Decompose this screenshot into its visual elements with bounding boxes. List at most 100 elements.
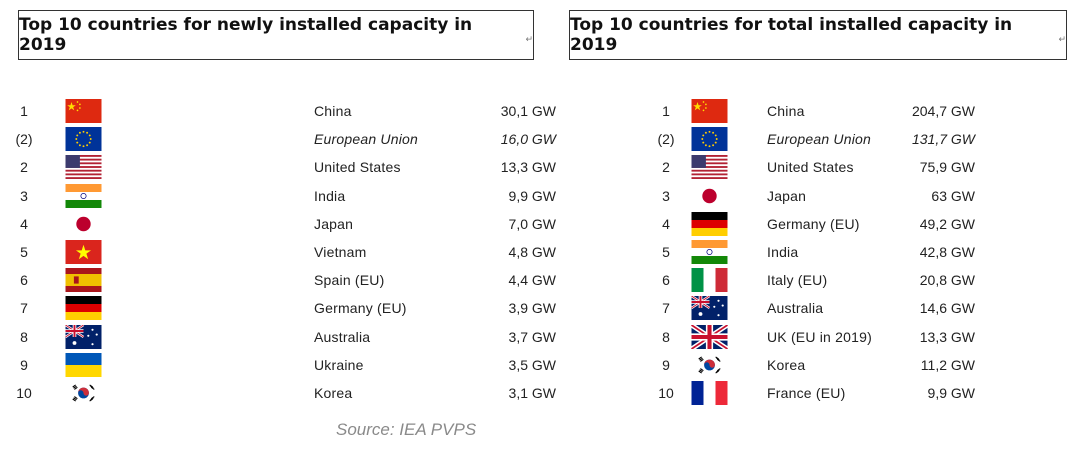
newly-installed-title: Top 10 countries for newly installed cap… xyxy=(18,10,534,60)
country-name: Japan xyxy=(767,187,807,204)
table-row: 7 Germany (EU) 3,9 GW xyxy=(0,294,1080,322)
rank-label: 9 xyxy=(20,356,28,373)
capacity-value: 204,7 GW xyxy=(911,103,975,119)
table-row: 5 India 42,8 GW xyxy=(0,238,1080,266)
table-row: 10 Korea 3,1 GW xyxy=(0,379,1080,407)
table-row: 3 India 9,9 GW xyxy=(0,182,1080,210)
capacity-value: 16,0 GW xyxy=(500,131,556,148)
rank-label: 1 xyxy=(662,103,670,119)
table-row: 8 UK (EU in 2019) 13,3 GW xyxy=(0,323,1080,351)
country-name: Korea xyxy=(314,385,353,401)
table-row: 3 Japan 63 GW xyxy=(0,182,1080,210)
country-name: European Union xyxy=(767,131,871,148)
capacity-value: 49,2 GW xyxy=(919,215,975,232)
rank-label: 8 xyxy=(20,328,28,345)
capacity-value: 3,9 GW xyxy=(508,300,556,317)
australia-flag-icon xyxy=(64,324,103,349)
return-mark: ↵ xyxy=(1058,35,1066,45)
country-name: UK (EU in 2019) xyxy=(767,328,872,345)
country-name: Germany (EU) xyxy=(314,300,407,317)
uk-flag-icon xyxy=(690,324,729,349)
japan-flag-icon xyxy=(64,211,103,236)
capacity-value: 9,9 GW xyxy=(927,385,975,401)
rank-label: (2) xyxy=(15,131,33,148)
eu-flag-icon xyxy=(690,127,729,152)
country-name: India xyxy=(767,244,799,260)
country-name: India xyxy=(314,187,346,204)
table-row: (2) European Union 131,7 GW xyxy=(0,125,1080,153)
rank-label: 6 xyxy=(20,272,28,289)
country-name: France (EU) xyxy=(767,385,846,401)
us-flag-icon xyxy=(64,155,103,180)
rank-label: 9 xyxy=(662,356,670,373)
capacity-value: 3,5 GW xyxy=(508,356,556,373)
country-name: Australia xyxy=(314,328,371,345)
vietnam-flag-icon xyxy=(64,240,103,264)
table-row: 6 Italy (EU) 20,8 GW xyxy=(0,266,1080,294)
capacity-value: 42,8 GW xyxy=(919,244,975,260)
table-row: (2) European Union 16,0 GW xyxy=(0,125,1080,153)
australia-flag-icon xyxy=(690,296,729,321)
rank-label: (2) xyxy=(657,131,675,148)
country-name: United States xyxy=(767,159,854,176)
rank-label: 2 xyxy=(20,159,28,176)
ukraine-flag-icon xyxy=(64,352,103,377)
rank-label: 10 xyxy=(16,385,32,401)
rank-label: 7 xyxy=(20,300,28,317)
capacity-value: 7,0 GW xyxy=(508,215,556,232)
india-flag-icon xyxy=(690,240,729,264)
country-name: Japan xyxy=(314,215,354,232)
rank-label: 7 xyxy=(662,300,670,317)
us-flag-icon xyxy=(690,155,729,180)
table-row: 7 Australia 14,6 GW xyxy=(0,294,1080,322)
total-installed-title: Top 10 countries for total installed cap… xyxy=(569,10,1067,60)
table-row: 8 Australia 3,7 GW xyxy=(0,323,1080,351)
rank-label: 3 xyxy=(662,187,670,204)
rank-label: 6 xyxy=(662,272,670,289)
country-name: Vietnam xyxy=(314,244,367,260)
table-row: 4 Japan 7,0 GW xyxy=(0,210,1080,238)
country-name: Ukraine xyxy=(314,356,364,373)
total-installed-title-text: Top 10 countries for total installed cap… xyxy=(570,15,1013,55)
germany-flag-icon xyxy=(690,211,729,236)
capacity-value: 3,1 GW xyxy=(508,385,556,401)
table-row: 1 China 30,1 GW xyxy=(0,97,1080,125)
rank-label: 2 xyxy=(662,159,670,176)
rank-label: 3 xyxy=(20,187,28,204)
rank-label: 1 xyxy=(20,103,28,119)
capacity-value: 75,9 GW xyxy=(919,159,975,176)
rank-label: 4 xyxy=(20,215,28,232)
country-name: Italy (EU) xyxy=(767,272,828,289)
country-name: Australia xyxy=(767,300,824,317)
capacity-value: 131,7 GW xyxy=(911,131,975,148)
capacity-value: 20,8 GW xyxy=(919,272,975,289)
country-name: Korea xyxy=(767,356,806,373)
india-flag-icon xyxy=(64,183,103,208)
country-name: China xyxy=(314,103,352,119)
china-flag-icon xyxy=(64,99,103,123)
rank-label: 10 xyxy=(658,385,674,401)
capacity-value: 63 GW xyxy=(931,187,975,204)
return-mark: ↵ xyxy=(525,35,533,45)
capacity-value: 4,4 GW xyxy=(508,272,556,289)
table-row: 9 Korea 11,2 GW xyxy=(0,351,1080,379)
italy-flag-icon xyxy=(690,268,729,293)
capacity-value: 14,6 GW xyxy=(919,300,975,317)
country-name: European Union xyxy=(314,131,418,148)
eu-flag-icon xyxy=(64,127,103,152)
rank-label: 5 xyxy=(20,244,28,260)
source-caption: Source: IEA PVPS xyxy=(336,420,477,439)
capacity-value: 3,7 GW xyxy=(508,328,556,345)
country-name: China xyxy=(767,103,805,119)
table-row: 2 United States 75,9 GW xyxy=(0,153,1080,181)
korea-flag-icon xyxy=(690,352,729,377)
japan-flag-icon xyxy=(690,183,729,208)
country-name: Spain (EU) xyxy=(314,272,385,289)
capacity-value: 13,3 GW xyxy=(919,328,975,345)
spain-flag-icon xyxy=(64,268,103,293)
table-row: 9 Ukraine 3,5 GW xyxy=(0,351,1080,379)
table-row: 4 Germany (EU) 49,2 GW xyxy=(0,210,1080,238)
germany-flag-icon xyxy=(64,296,103,321)
table-row: 5 Vietnam 4,8 GW xyxy=(0,238,1080,266)
table-row: 6 Spain (EU) 4,4 GW xyxy=(0,266,1080,294)
